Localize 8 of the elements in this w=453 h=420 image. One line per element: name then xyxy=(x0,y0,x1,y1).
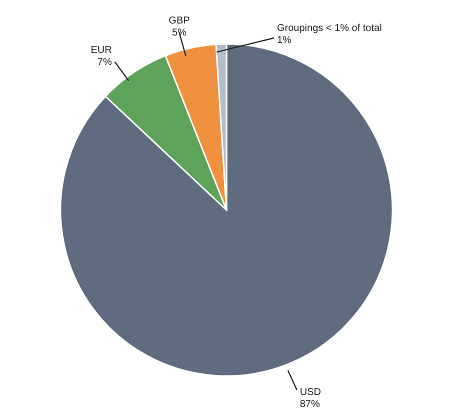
data-label: 7% xyxy=(97,56,112,68)
slice-label: EUR xyxy=(90,44,112,56)
slice-label: GBP xyxy=(168,16,190,27)
slice-label: USD xyxy=(300,386,321,398)
slice-label: Groupings < 1% of total xyxy=(277,23,382,34)
data-label: 5% xyxy=(172,28,187,39)
data-label: 87% xyxy=(300,398,320,410)
data-label: 1% xyxy=(277,35,292,46)
